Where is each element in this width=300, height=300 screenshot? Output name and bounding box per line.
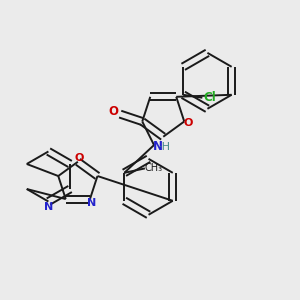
Text: N: N (44, 202, 53, 212)
Text: O: O (184, 118, 193, 128)
Text: N: N (153, 140, 163, 153)
Text: O: O (109, 105, 119, 118)
Text: ·H: ·H (159, 142, 171, 152)
Text: N: N (87, 198, 96, 208)
Text: O: O (75, 153, 84, 163)
Text: Cl: Cl (203, 91, 216, 104)
Text: CH₃: CH₃ (145, 164, 163, 173)
